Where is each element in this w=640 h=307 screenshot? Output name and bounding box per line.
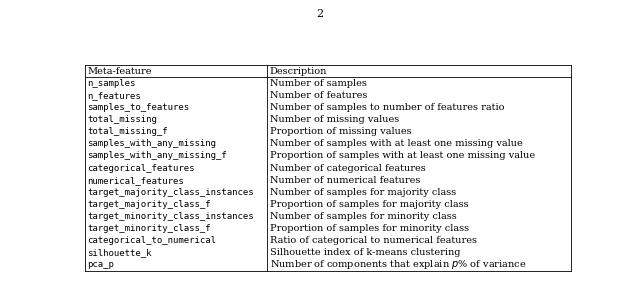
Text: 2: 2	[316, 9, 324, 19]
Text: total_missing: total_missing	[88, 115, 157, 124]
Text: Proportion of samples for minority class: Proportion of samples for minority class	[269, 224, 469, 233]
Text: samples_with_any_missing_f: samples_with_any_missing_f	[88, 151, 227, 161]
Text: Proportion of samples for majority class: Proportion of samples for majority class	[269, 200, 468, 209]
Text: target_minority_class_f: target_minority_class_f	[88, 224, 211, 233]
Text: silhouette_k: silhouette_k	[88, 248, 152, 257]
Text: pca_p: pca_p	[88, 260, 115, 269]
Text: Number of samples with at least one missing value: Number of samples with at least one miss…	[269, 139, 522, 148]
Text: Meta-feature: Meta-feature	[88, 67, 152, 76]
Text: target_majority_class_instances: target_majority_class_instances	[88, 188, 254, 197]
Text: numerical_features: numerical_features	[88, 176, 184, 185]
Text: Number of samples: Number of samples	[269, 79, 367, 88]
Text: n_samples: n_samples	[88, 79, 136, 88]
Text: total_missing_f: total_missing_f	[88, 127, 168, 136]
Text: target_minority_class_instances: target_minority_class_instances	[88, 212, 254, 221]
Text: Number of samples to number of features ratio: Number of samples to number of features …	[269, 103, 504, 112]
Text: Number of categorical features: Number of categorical features	[269, 164, 426, 173]
Text: Silhouette index of k-means clustering: Silhouette index of k-means clustering	[269, 248, 460, 257]
Text: Number of features: Number of features	[269, 91, 367, 100]
Text: categorical_features: categorical_features	[88, 164, 195, 173]
Text: Number of components that explain $p$% of variance: Number of components that explain $p$% o…	[269, 258, 526, 271]
Text: Number of missing values: Number of missing values	[269, 115, 399, 124]
Text: target_majority_class_f: target_majority_class_f	[88, 200, 211, 209]
Text: categorical_to_numerical: categorical_to_numerical	[88, 236, 216, 245]
Text: n_features: n_features	[88, 91, 141, 100]
Text: Number of samples for majority class: Number of samples for majority class	[269, 188, 456, 197]
Text: Number of samples for minority class: Number of samples for minority class	[269, 212, 456, 221]
Text: Description: Description	[269, 67, 327, 76]
Text: Ratio of categorical to numerical features: Ratio of categorical to numerical featur…	[269, 236, 477, 245]
Text: Proportion of samples with at least one missing value: Proportion of samples with at least one …	[269, 151, 535, 161]
Text: Proportion of missing values: Proportion of missing values	[269, 127, 412, 136]
Text: samples_to_features: samples_to_features	[88, 103, 189, 112]
Text: samples_with_any_missing: samples_with_any_missing	[88, 139, 216, 148]
Text: Number of numerical features: Number of numerical features	[269, 176, 420, 185]
